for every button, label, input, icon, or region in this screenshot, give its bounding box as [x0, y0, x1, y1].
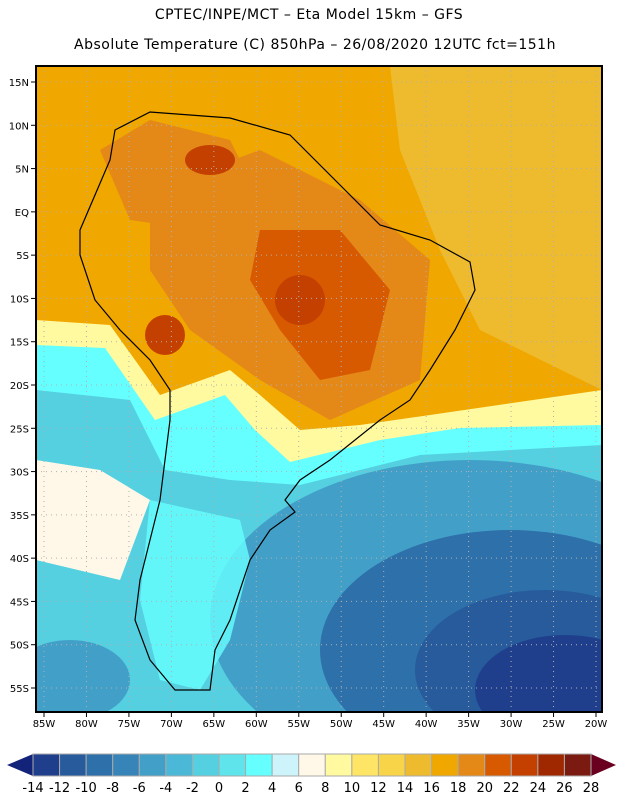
colorbar-swatch [457, 753, 486, 777]
colorbar-swatch [112, 753, 140, 777]
temperature-field [36, 66, 602, 712]
lat-label: 20S [10, 381, 29, 392]
lat-label: 15S [10, 338, 29, 349]
colorbar-low-arrow [7, 754, 33, 776]
colorbar-label: 28 [583, 781, 600, 796]
lon-label: 50W [330, 719, 353, 730]
colorbar-label: -4 [159, 781, 172, 796]
lat-label: 10N [9, 121, 29, 132]
colorbar-swatch [404, 753, 433, 777]
lon-label: 25W [542, 719, 565, 730]
lon-label: 20W [585, 719, 608, 730]
field-14-16-ocean [390, 66, 602, 390]
colorbar-swatch [298, 753, 326, 777]
lat-label: 45S [10, 597, 29, 608]
colorbar-label: -8 [106, 781, 119, 796]
colorbar-swatch [563, 753, 592, 777]
colorbar-label: 2 [241, 781, 249, 796]
lat-label: 40S [10, 554, 29, 565]
colorbar-swatch [218, 753, 247, 777]
lon-label: 80W [75, 719, 98, 730]
colorbar: -14 -12 -10 -8 -6 -4 -2 0 2 4 6 8 10 12 14 16 18 20 22 24 26… [7, 753, 616, 796]
colorbar-label: 14 [397, 781, 414, 796]
colorbar-swatch [484, 753, 512, 777]
field-minus14-12 [475, 635, 602, 712]
lon-label: 45W [372, 719, 395, 730]
figure-subtitle: Absolute Temperature (C) 850hPa – 26/08/… [74, 37, 556, 53]
lon-label: 40W [415, 719, 438, 730]
lat-label: 30S [10, 468, 29, 479]
lon-label: 60W [245, 719, 268, 730]
colorbar-label: -6 [133, 781, 146, 796]
colorbar-swatch [59, 753, 87, 777]
colorbar-label: 10 [344, 781, 361, 796]
field-22-24-bolivia [145, 315, 185, 355]
colorbar-label: 6 [295, 781, 303, 796]
colorbar-label: 22 [503, 781, 520, 796]
field-patagonia [140, 500, 250, 690]
lon-label: 55W [287, 719, 310, 730]
colorbar-swatch [431, 753, 459, 777]
map-frame [35, 65, 603, 713]
colorbar-label: -12 [49, 781, 70, 796]
figure-title: CPTEC/INPE/MCT – Eta Model 15km – GFS [154, 7, 464, 23]
colorbar-swatch [351, 753, 379, 777]
field-22-24 [275, 275, 325, 325]
colorbar-swatch [85, 753, 114, 777]
lat-label: 15N [9, 78, 29, 89]
colorbar-label: -10 [76, 781, 97, 796]
lon-label: 70W [160, 719, 183, 730]
lon-label: 85W [33, 719, 56, 730]
lat-label: 25S [10, 424, 29, 435]
colorbar-swatch [537, 753, 565, 777]
colorbar-label: 26 [556, 781, 573, 796]
field-22-24-north [185, 145, 235, 175]
colorbar-high-arrow [591, 754, 616, 776]
colorbar-swatch [324, 753, 353, 777]
colorbar-label: -14 [22, 781, 43, 796]
colorbar-swatch [32, 753, 61, 777]
colorbar-swatch [271, 753, 300, 777]
colorbar-label: 20 [476, 781, 493, 796]
colorbar-swatch [510, 753, 539, 777]
colorbar-label: 0 [215, 781, 223, 796]
lat-label: 10S [10, 294, 29, 305]
colorbar-swatch [245, 753, 273, 777]
colorbar-label: 24 [530, 781, 547, 796]
lat-label: 55S [10, 684, 29, 695]
lat-label: 35S [10, 511, 29, 522]
colorbar-swatch [165, 753, 193, 777]
lon-label: 35W [457, 719, 480, 730]
colorbar-label: 16 [423, 781, 440, 796]
lon-label: 30W [500, 719, 523, 730]
field-minus6-4-west [36, 640, 130, 712]
colorbar-swatch [377, 753, 406, 777]
colorbar-label: 18 [450, 781, 467, 796]
colorbar-swatch [138, 753, 167, 777]
colorbar-swatch [191, 753, 220, 777]
lon-label: 75W [118, 719, 141, 730]
lat-label: 50S [10, 641, 29, 652]
colorbar-label: 8 [321, 781, 329, 796]
latitude-axis: 15N 10N 5N EQ 5S 10S 15S 20S 25S 30S 35S 40S 45S 50S 5… [9, 78, 36, 695]
south-america-coastline [79, 111, 476, 691]
colorbar-label: 4 [268, 781, 276, 796]
field-6-8-blob [55, 475, 125, 525]
lat-label: 5S [16, 251, 29, 262]
longitude-axis: 85W 80W 75W 70W 65W 60W 55W 50W 45W 40W 35W 30W 25W 2… [33, 712, 608, 730]
lat-label: EQ [15, 208, 29, 219]
lat-label: 5N [15, 165, 29, 176]
colorbar-label: 12 [370, 781, 387, 796]
lon-label: 65W [203, 719, 226, 730]
colorbar-label: -2 [186, 781, 199, 796]
